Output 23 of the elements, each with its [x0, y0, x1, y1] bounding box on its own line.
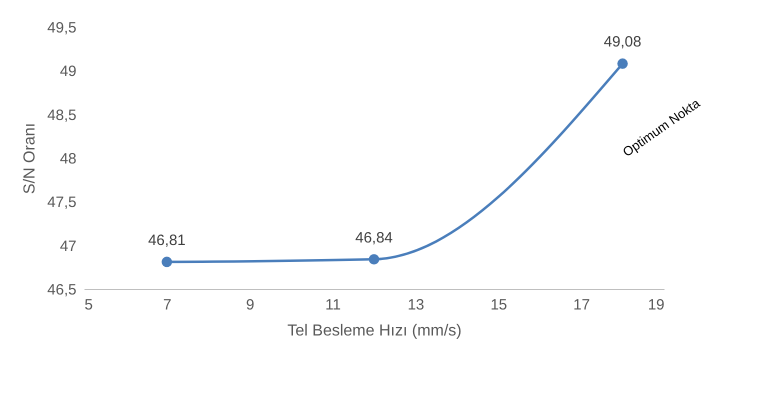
data-label: 46,81: [148, 232, 186, 249]
point: [617, 58, 628, 69]
x-tick-label: 7: [163, 296, 172, 314]
x-tick-label: 15: [490, 296, 508, 314]
y-tick-label: 49: [60, 63, 76, 80]
x-tick-label: 5: [84, 296, 93, 314]
x-axis-title: Tel Besleme Hızı (mm/s): [287, 322, 462, 340]
y-tick-label: 46,5: [47, 282, 76, 298]
x-tick-label: 11: [325, 296, 341, 314]
y-tick-label: 48,5: [47, 106, 76, 124]
x-tick-label: 17: [573, 296, 590, 314]
data-label: 46,84: [355, 229, 393, 246]
y-tick-label: 47,5: [47, 194, 76, 212]
x-tick-label: 9: [246, 296, 254, 314]
y-tick-label: 48: [60, 150, 76, 168]
x-tick-label: 13: [408, 296, 424, 314]
y-tick-label: 47: [60, 238, 76, 255]
y-axis-title: S/N Oranı: [21, 122, 38, 194]
point: [162, 256, 172, 268]
point: [368, 254, 380, 265]
data-label: 49,08: [604, 34, 642, 51]
y-tick-label: 49,5: [47, 20, 76, 36]
x-tick-label: 19: [648, 296, 664, 314]
